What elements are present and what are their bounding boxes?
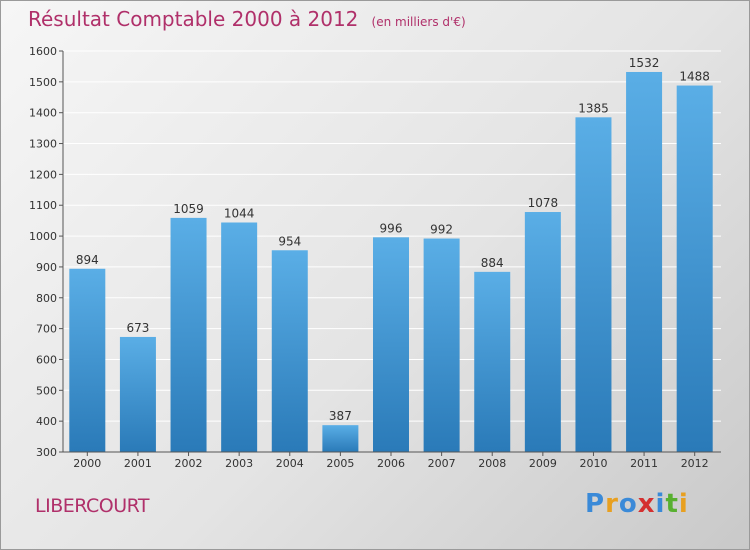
bar — [524, 212, 561, 452]
bar-value-label: 992 — [430, 223, 453, 237]
bar-value-label: 387 — [329, 409, 352, 423]
bar — [69, 268, 106, 452]
bar-value-label: 1059 — [173, 202, 204, 216]
x-tick-label: 2008 — [478, 457, 506, 470]
proxiti-logo: Proxiti — [585, 489, 689, 519]
bars-group: 894 673 1059 1044 954 387 996 992 884 1078 1385 153… — [69, 56, 713, 453]
y-tick-label: 1200 — [29, 168, 57, 181]
bar — [322, 425, 359, 452]
y-tick-label: 800 — [36, 292, 57, 305]
logo-letter: o — [618, 489, 638, 519]
bar-value-label: 1078 — [528, 196, 559, 210]
bar — [170, 217, 207, 452]
x-tick-label: 2005 — [326, 457, 354, 470]
y-tick-label: 1000 — [29, 230, 57, 243]
chart-title: Résultat Comptable 2000 à 2012 (en milli… — [28, 7, 466, 31]
logo-letter: x — [637, 489, 656, 519]
x-tick-label: 2012 — [681, 457, 709, 470]
x-tick-label: 2010 — [579, 457, 607, 470]
x-tick-label: 2002 — [175, 457, 203, 470]
bar — [676, 85, 713, 452]
y-axis: 300 400 500 600 700 800 900 1000 1100 1200 1300 140… — [29, 45, 64, 459]
bar-value-label: 954 — [278, 234, 301, 248]
y-tick-label: 1300 — [29, 138, 57, 151]
logo-letter: P — [585, 489, 606, 519]
bar — [221, 222, 258, 452]
bar — [119, 336, 156, 452]
x-tick-label: 2007 — [428, 457, 456, 470]
logo-letter: t — [665, 489, 679, 519]
bar-value-label: 894 — [76, 253, 99, 267]
logo-letter: r — [605, 489, 619, 519]
bar — [423, 238, 460, 452]
x-tick-label: 2001 — [124, 457, 152, 470]
x-tick-label: 2004 — [276, 457, 304, 470]
x-tick-label: 2011 — [630, 457, 658, 470]
x-tick-label: 2009 — [529, 457, 557, 470]
bar — [271, 250, 308, 452]
y-tick-label: 1400 — [29, 107, 57, 120]
bar-value-label: 884 — [481, 256, 504, 270]
bar-value-label: 1385 — [578, 101, 609, 115]
y-tick-label: 1100 — [29, 199, 57, 212]
bar-value-label: 673 — [126, 321, 149, 335]
y-tick-label: 400 — [36, 415, 57, 428]
y-tick-label: 500 — [36, 384, 57, 397]
place-name: LIBERCOURT — [35, 495, 150, 517]
title-text: Résultat Comptable 2000 à 2012 — [28, 7, 359, 31]
x-tick-label: 2000 — [73, 457, 101, 470]
bar — [626, 71, 663, 452]
bar-value-label: 1044 — [224, 207, 255, 221]
y-tick-label: 300 — [36, 446, 57, 459]
y-tick-label: 700 — [36, 323, 57, 336]
bar-value-label: 996 — [380, 221, 403, 235]
y-tick-label: 900 — [36, 261, 57, 274]
x-tick-label: 2006 — [377, 457, 405, 470]
title-unit: (en milliers d'€) — [371, 15, 466, 29]
y-tick-label: 1500 — [29, 76, 57, 89]
logo-letter: i — [678, 489, 689, 519]
y-tick-label: 600 — [36, 353, 57, 366]
x-tick-label: 2003 — [225, 457, 253, 470]
y-tick-label: 1600 — [29, 45, 57, 58]
bar — [373, 237, 409, 452]
bar-value-label: 1488 — [679, 70, 710, 84]
bar — [474, 271, 511, 452]
logo-letter: i — [655, 489, 666, 519]
x-axis: 2000 2001 2002 2003 2004 2005 2006 2007 2008 2009… — [63, 451, 721, 470]
bar — [575, 117, 612, 453]
bar-value-label: 1532 — [629, 56, 660, 70]
